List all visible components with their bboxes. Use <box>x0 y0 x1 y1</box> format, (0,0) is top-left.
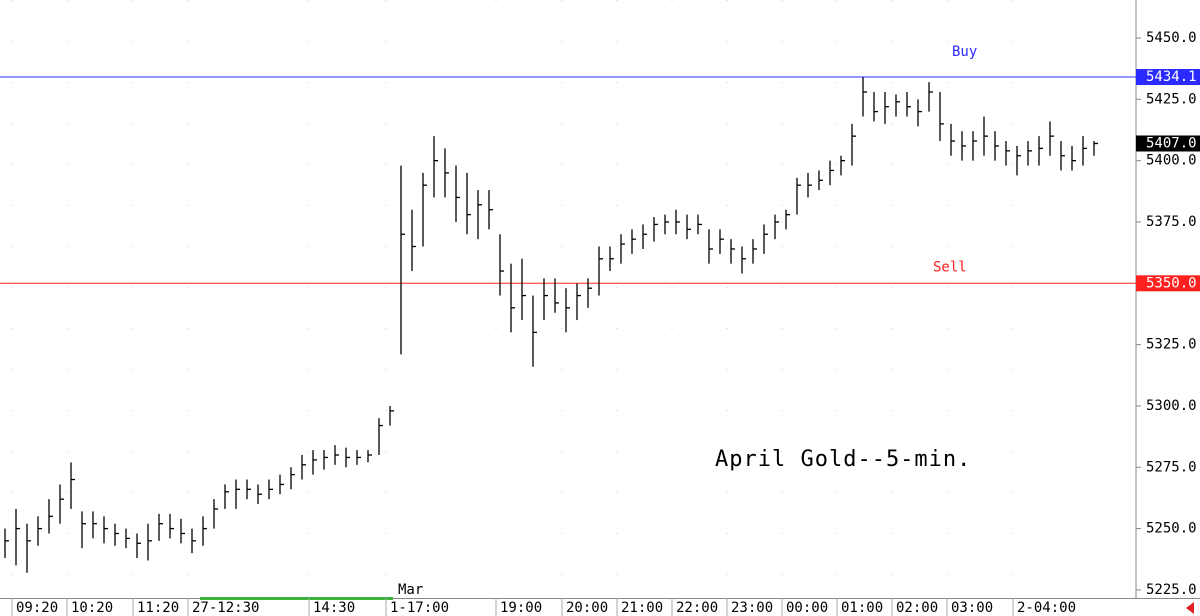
level-value-label: 5350.0 <box>1146 275 1197 291</box>
level-box <box>1136 275 1200 292</box>
y-tick-label: 5250.0 <box>1146 521 1197 537</box>
x-tick-label: 22:00 <box>676 600 718 616</box>
session-label: Mar <box>398 582 423 598</box>
x-tick-label: 1-17:00 <box>390 600 449 616</box>
x-tick-label: 20:00 <box>566 600 608 616</box>
y-tick-label: 5325.0 <box>1146 337 1197 353</box>
level-name: Buy <box>952 44 977 60</box>
y-tick-label: 5450.0 <box>1146 30 1197 46</box>
level-value-label: 5434.1 <box>1146 69 1197 85</box>
x-tick-label: 14:30 <box>313 600 355 616</box>
y-tick-label: 5300.0 <box>1146 398 1197 414</box>
session-highlight <box>200 597 393 600</box>
x-tick-label: 21:00 <box>621 600 663 616</box>
level-box <box>1136 69 1200 86</box>
x-tick-label: 09:20 <box>16 600 58 616</box>
last-price-label: 5407.0 <box>1146 135 1197 151</box>
y-tick-label: 5425.0 <box>1146 91 1197 107</box>
y-tick-label: 5225.0 <box>1146 582 1197 598</box>
level-name: Sell <box>933 259 967 275</box>
x-tick-label: 01:00 <box>841 600 883 616</box>
annotation: April Gold--5-min. <box>715 447 971 472</box>
x-tick-label: 19:00 <box>500 600 542 616</box>
scroll-arrow[interactable] <box>1186 602 1194 614</box>
y-tick-label: 5375.0 <box>1146 214 1197 230</box>
x-tick-label: 10:20 <box>71 600 113 616</box>
x-tick-label: 00:00 <box>786 600 828 616</box>
x-tick-label: 27-12:30 <box>192 600 259 616</box>
x-tick-label: 23:00 <box>731 600 773 616</box>
last-price-box <box>1136 135 1200 152</box>
x-tick-label: 03:00 <box>951 600 993 616</box>
y-tick-label: 5400.0 <box>1146 153 1197 169</box>
y-tick-label: 5275.0 <box>1146 459 1197 475</box>
x-tick-label: 2-04:00 <box>1017 600 1076 616</box>
x-tick-label: 11:20 <box>137 600 179 616</box>
x-tick-label: 02:00 <box>896 600 938 616</box>
